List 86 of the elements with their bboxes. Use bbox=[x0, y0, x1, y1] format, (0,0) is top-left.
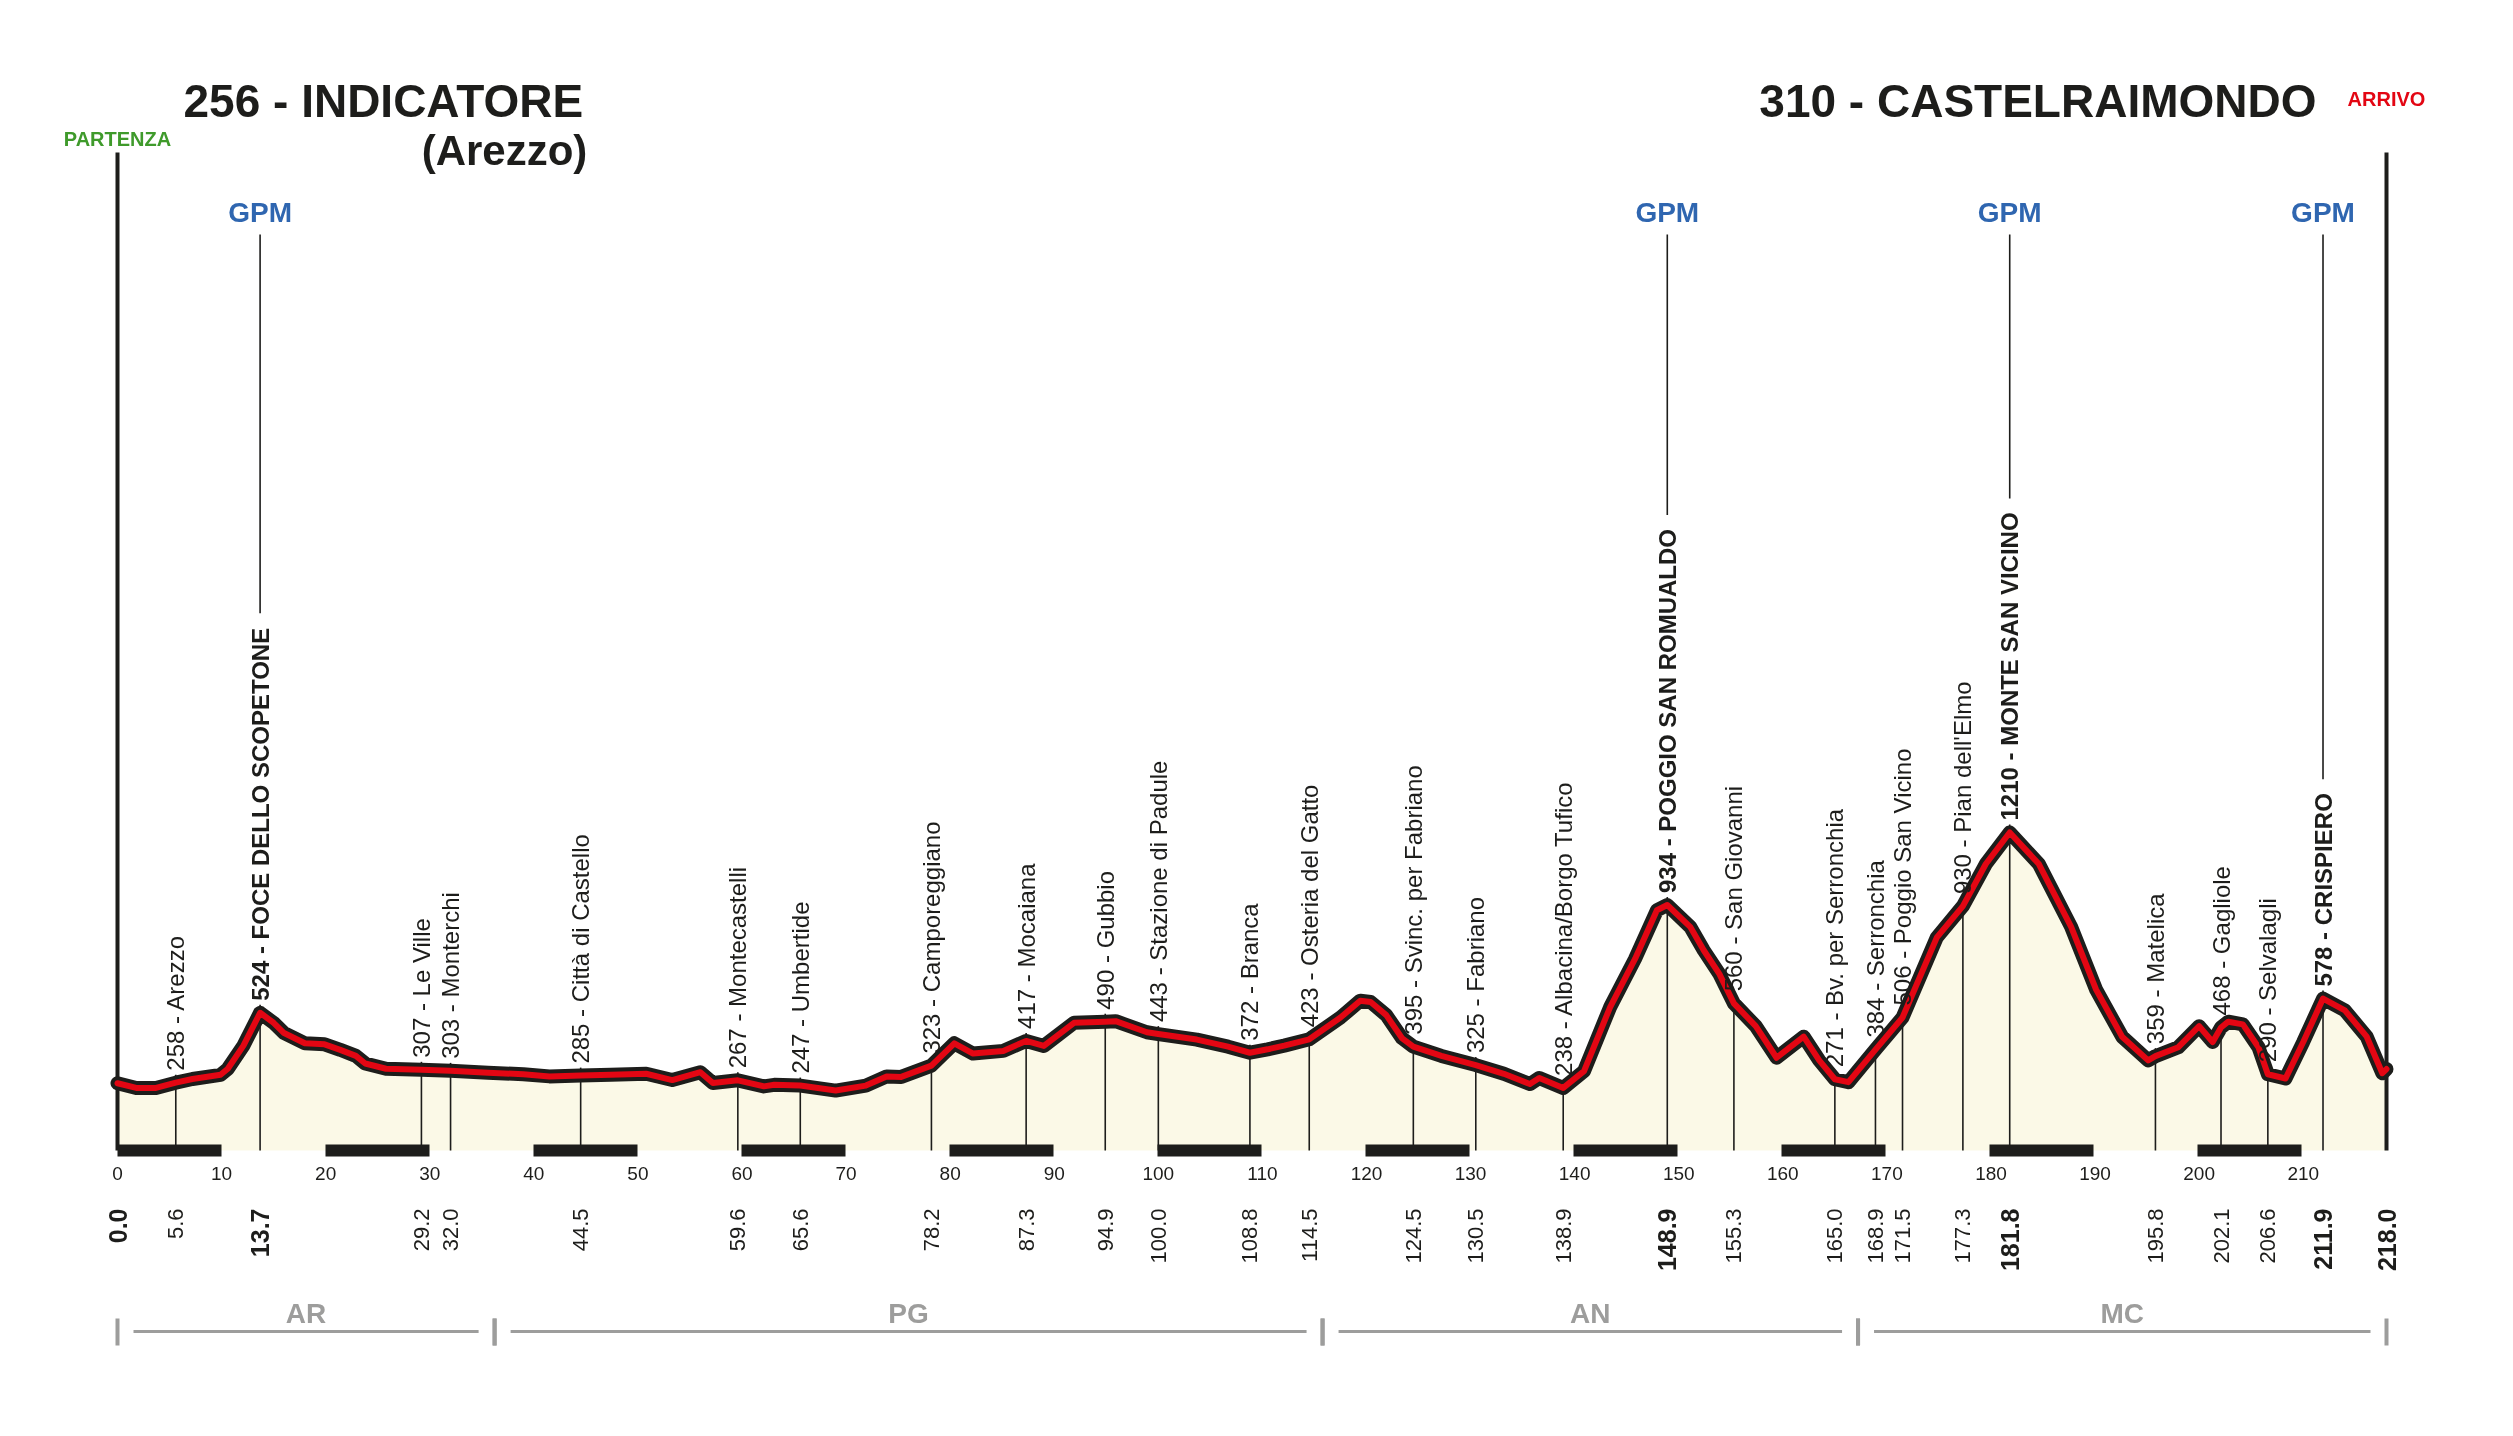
ref-line-label: 124.5 bbox=[1400, 1208, 1426, 1264]
data-label: 934 - POGGIO SAN ROMUALDO bbox=[1653, 528, 1681, 894]
ref-line-label: 177.3 bbox=[1950, 1208, 1976, 1264]
x-tick-label: 130 bbox=[1454, 1162, 1487, 1184]
x-tick-label: 110 bbox=[1247, 1162, 1278, 1184]
ref-line-label: 114.5 bbox=[1296, 1208, 1322, 1262]
ref-line-label: 0.0 bbox=[103, 1208, 132, 1244]
ref-line-label: 32.0 bbox=[438, 1208, 464, 1252]
data-label: 468 - Gagliole bbox=[2207, 866, 2235, 1016]
x-tick-label: 80 bbox=[939, 1162, 961, 1184]
data-label: 303 - Monterchi bbox=[437, 892, 465, 1059]
x-tick-label: 150 bbox=[1662, 1162, 1695, 1184]
x-tick-label: 50 bbox=[627, 1162, 649, 1184]
ref-line-label: 148.9 bbox=[1653, 1208, 1682, 1272]
text: PARTENZA bbox=[63, 127, 172, 150]
ref-line-label: 206.6 bbox=[2255, 1208, 2281, 1264]
x-tick-label: 190 bbox=[2079, 1162, 2111, 1184]
data-label: 930 - Pian dell'Elmo bbox=[1949, 681, 1977, 895]
ref-line-label: 171.5 bbox=[1890, 1208, 1916, 1264]
x-tick-label: 20 bbox=[315, 1162, 337, 1184]
ref-line-label: 100.0 bbox=[1145, 1208, 1171, 1264]
ref-line-label: 5.6 bbox=[163, 1208, 189, 1240]
ref-line-label: 130.5 bbox=[1463, 1208, 1489, 1264]
data-label: 247 - Umbertide bbox=[786, 901, 814, 1074]
ref-line-label: GPM bbox=[1635, 197, 1700, 228]
text: 310 - CASTELRAIMONDO bbox=[1759, 74, 2317, 127]
x-tick-label: 210 bbox=[2287, 1162, 2320, 1184]
data-label: 417 - Mocaiana bbox=[1012, 862, 1040, 1029]
ref-line-label: 87.3 bbox=[1013, 1208, 1039, 1252]
x-tick-label: 200 bbox=[2183, 1162, 2215, 1184]
x-tick-label: 30 bbox=[419, 1162, 441, 1184]
chart-subtitle: (Arezzo) bbox=[421, 127, 588, 174]
ref-line-label: 59.6 bbox=[725, 1208, 751, 1252]
ref-line-label: 168.9 bbox=[1862, 1208, 1888, 1264]
data-label: 395 - Svinc. per Fabriano bbox=[1399, 765, 1427, 1035]
data-label: 285 - Città di Castello bbox=[567, 834, 595, 1064]
ref-line-label: 29.2 bbox=[408, 1208, 434, 1252]
data-label: 258 - Arezzo bbox=[162, 935, 190, 1071]
x-tick-label: 60 bbox=[731, 1162, 753, 1184]
ref-line-label: 94.9 bbox=[1092, 1208, 1118, 1252]
x-tick-label: 100 bbox=[1142, 1162, 1175, 1184]
x-tick-label: 40 bbox=[523, 1162, 545, 1184]
x-tick-label: 0 bbox=[112, 1162, 123, 1184]
ref-line-label: 181.8 bbox=[1995, 1208, 2024, 1272]
x-tick-label: 170 bbox=[1871, 1162, 1903, 1184]
ref-line-label: 195.8 bbox=[2142, 1208, 2168, 1264]
ref-line-label: 138.9 bbox=[1550, 1208, 1576, 1264]
chart-title: 256 - INDICATORE bbox=[183, 74, 584, 127]
ref-line-label: 13.7 bbox=[246, 1208, 275, 1258]
data-label: 443 - Stazione di Padule bbox=[1144, 760, 1172, 1023]
ref-line-label: GPM bbox=[2291, 197, 2355, 228]
data-label: 325 - Fabriano bbox=[1462, 896, 1490, 1054]
data-label: 372 - Branca bbox=[1236, 902, 1264, 1041]
data-label: 323 - Camporeggiano bbox=[917, 821, 945, 1054]
ref-line-label: 65.6 bbox=[787, 1208, 813, 1252]
text: AR bbox=[285, 1298, 327, 1329]
text: ARRIVO bbox=[2347, 87, 2426, 110]
x-tick-label: 10 bbox=[211, 1162, 233, 1184]
ref-line-label: GPM bbox=[228, 197, 292, 228]
x-tick-label: 90 bbox=[1043, 1162, 1065, 1184]
x-tick-label: 180 bbox=[1975, 1162, 2007, 1184]
text: MC bbox=[2100, 1298, 2145, 1329]
data-label: 490 - Gubbio bbox=[1091, 870, 1119, 1010]
data-label: 307 - Le Ville bbox=[407, 918, 435, 1058]
data-label: 578 - CRISPIERO bbox=[2309, 793, 2337, 987]
data-label: 1210 - MONTE SAN VICINO bbox=[1996, 512, 2024, 821]
data-label: 267 - Montecastelli bbox=[724, 866, 752, 1069]
ref-line-label: GPM bbox=[1977, 197, 2042, 228]
data-label: 524 - FOCE DELLO SCOPETONE bbox=[246, 627, 274, 1001]
text: PG bbox=[888, 1298, 929, 1329]
ref-line-label: 165.0 bbox=[1822, 1208, 1848, 1264]
data-label: 423 - Osteria del Gatto bbox=[1295, 784, 1323, 1028]
ref-line-label: 211.9 bbox=[2309, 1208, 2338, 1270]
x-tick-label: 140 bbox=[1558, 1162, 1591, 1184]
ref-line-label: 218.0 bbox=[2372, 1208, 2401, 1272]
ref-line-label: 155.3 bbox=[1721, 1208, 1747, 1264]
ref-line-label: 44.5 bbox=[568, 1208, 594, 1252]
ref-line-label: 78.2 bbox=[918, 1208, 944, 1252]
x-tick-label: 70 bbox=[835, 1162, 857, 1184]
data-label: 238 - Albacina/Borgo Tufico bbox=[1549, 782, 1577, 1076]
data-label: 359 - Matelica bbox=[2141, 892, 2169, 1045]
x-tick-label: 120 bbox=[1350, 1162, 1383, 1184]
text: AN bbox=[1570, 1298, 1611, 1329]
x-tick-label: 160 bbox=[1766, 1162, 1799, 1184]
ref-line-label: 108.8 bbox=[1237, 1208, 1263, 1264]
ref-line-label: 202.1 bbox=[2208, 1208, 2234, 1264]
